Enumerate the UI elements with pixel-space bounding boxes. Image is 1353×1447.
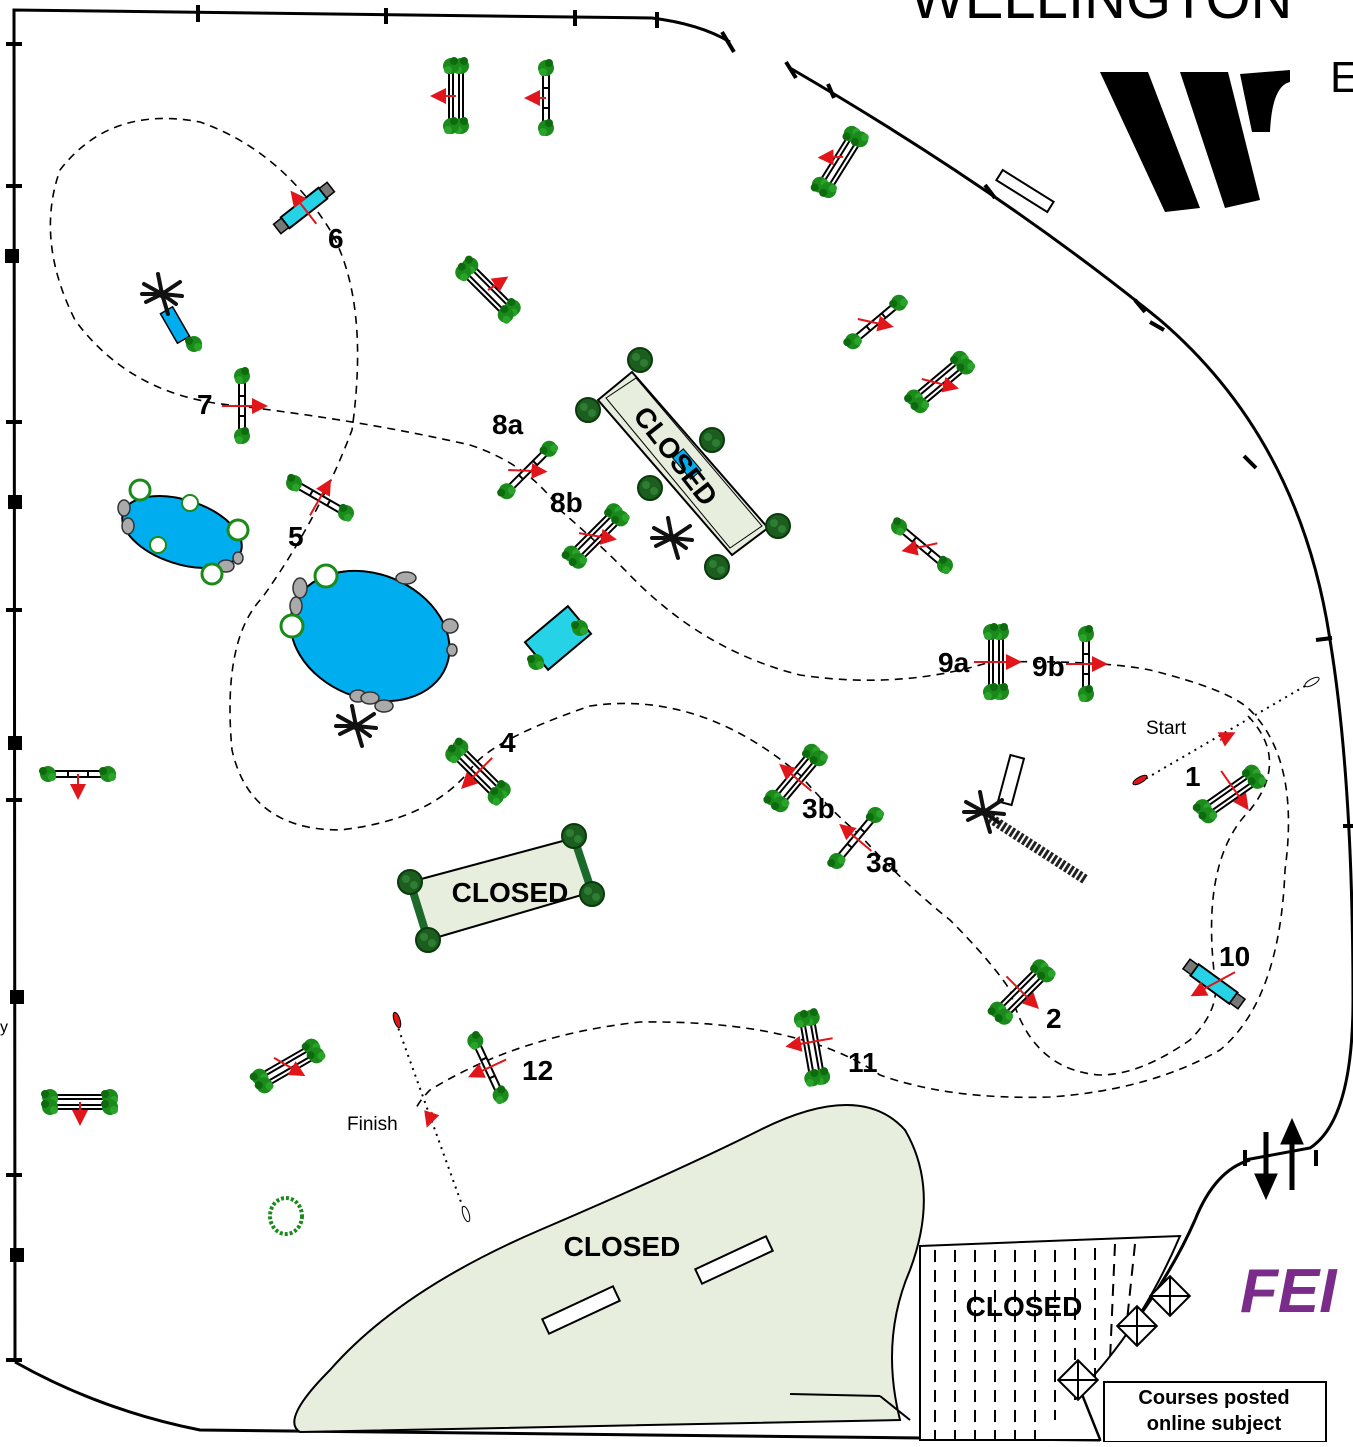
closed-area-stands: CLOSED	[789, 1234, 1182, 1441]
course-note: Courses posted online subject	[1103, 1381, 1327, 1443]
closed-label-stands: CLOSED	[966, 1291, 1083, 1322]
pond-small	[117, 478, 250, 586]
jump-left-lower	[247, 1035, 328, 1098]
jump-top-oxer	[430, 57, 469, 134]
palm-tree-left	[140, 272, 202, 352]
fence-number-1: 1	[1185, 761, 1201, 792]
fence-7	[222, 367, 268, 444]
jump-upper-center	[451, 248, 529, 326]
fence-number-5: 5	[288, 521, 304, 552]
finish-line: Finish	[347, 1011, 471, 1223]
fence-11	[785, 1006, 833, 1089]
fence-number-3a: 3a	[866, 847, 898, 878]
edge-char: y	[0, 1019, 8, 1036]
closed-area-bottom: CLOSED	[293, 1104, 925, 1434]
fence-2	[979, 950, 1063, 1034]
note-line-1: Courses posted	[1138, 1387, 1289, 1409]
course-route	[49, 117, 1290, 1111]
fence-12	[455, 1024, 522, 1110]
jump-right-oxer	[901, 347, 978, 418]
hedge-planter	[523, 604, 593, 672]
fence-ticks	[6, 5, 1353, 1362]
palm-tree-large	[962, 753, 1089, 885]
fence-5	[276, 463, 362, 534]
gate-boxes	[1056, 1274, 1192, 1402]
fence-9b	[1066, 625, 1108, 702]
palm-tree-closed	[650, 516, 694, 560]
bench	[995, 168, 1055, 214]
jump-left-bottom	[41, 1089, 118, 1126]
fei-text: FEI	[1240, 1257, 1338, 1326]
closed-label-bottom: CLOSED	[564, 1231, 681, 1262]
fence-number-11: 11	[848, 1047, 878, 1078]
fence-6	[271, 180, 337, 236]
jump-top-single	[524, 59, 554, 136]
fence-number-10: 10	[1219, 941, 1250, 972]
fence-number-7: 7	[197, 389, 213, 420]
closed-label-middle: CLOSED	[452, 877, 569, 908]
jump-left-mid	[39, 766, 116, 800]
palm-tree-pond	[334, 704, 378, 748]
fence-number-4: 4	[500, 727, 516, 758]
shrub-circle	[268, 1196, 304, 1236]
fence-number-9a: 9a	[938, 647, 970, 678]
fence-8b	[559, 499, 633, 573]
start-label: Start	[1146, 718, 1187, 739]
fence-8a	[491, 433, 564, 506]
fence-number-12: 12	[522, 1055, 553, 1086]
brand-sub-text: E	[1330, 53, 1353, 102]
jump-right-upper	[837, 287, 913, 356]
fence-number-2: 2	[1046, 1003, 1062, 1034]
fence-4	[436, 730, 519, 813]
fence-10	[1181, 957, 1247, 1011]
wellington-logo: WELLINGTON E	[910, 0, 1353, 212]
fence-number-9b: 9b	[1032, 651, 1065, 682]
fence-posts	[5, 249, 24, 1262]
start-line: Start	[1132, 676, 1320, 786]
jump-right-mid	[883, 512, 959, 581]
fence-number-8b: 8b	[550, 487, 583, 518]
fence-numbers: 1 2 3a 3b 4 5 6 7 8a 8b 9a 9b 10 11 12	[197, 223, 1250, 1086]
fence-3b	[757, 737, 836, 820]
jump-top-right	[804, 120, 871, 202]
pond-large	[279, 563, 459, 713]
fence-number-6: 6	[328, 223, 344, 254]
fence-3a	[817, 797, 896, 880]
fence-number-3b: 3b	[802, 793, 835, 824]
fence-9a	[974, 623, 1022, 700]
gate-arrows	[1254, 1117, 1304, 1201]
closed-area-middle: CLOSED	[397, 823, 605, 953]
fence-1	[1184, 753, 1272, 833]
fei-logo: FEI	[1240, 1257, 1338, 1326]
brand-text: WELLINGTON	[910, 0, 1292, 31]
note-line-2: online subject	[1147, 1413, 1282, 1435]
finish-label: Finish	[347, 1114, 398, 1135]
fence-number-8a: 8a	[492, 409, 524, 440]
